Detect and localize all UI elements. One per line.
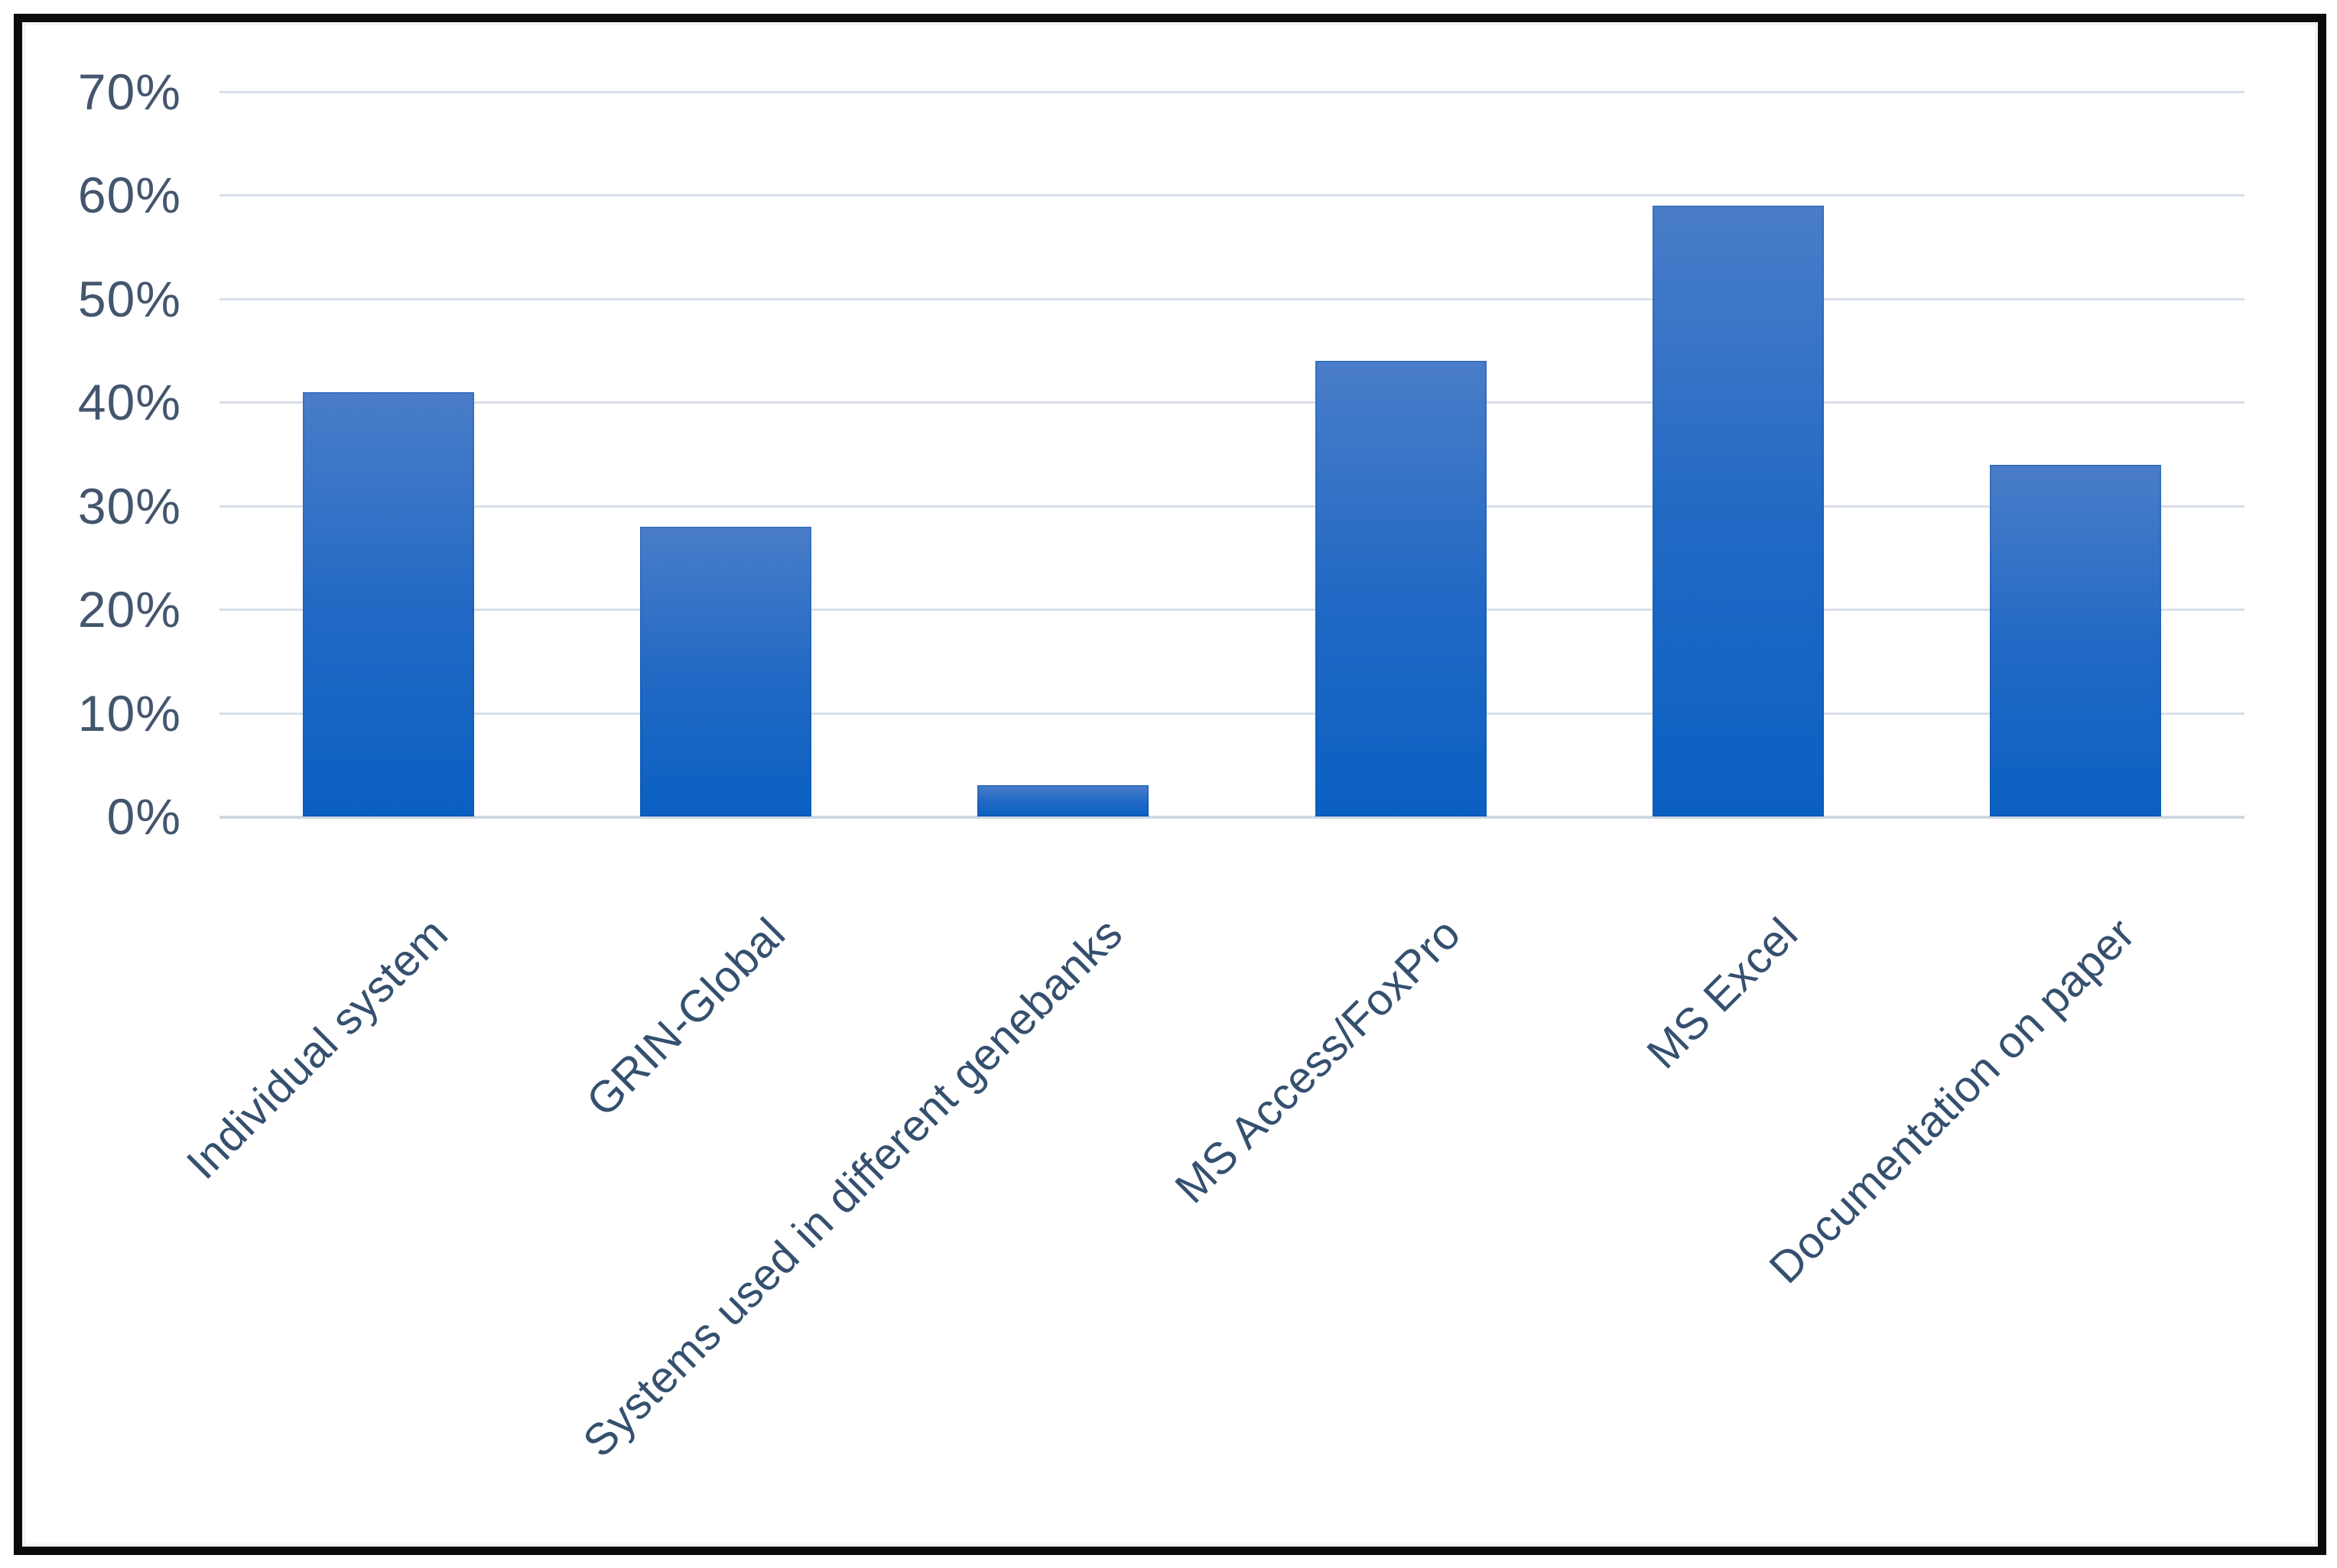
chart-content: 70% 60% 50% 40% 30% 20% 10% 0% Individual syste… — [22, 22, 2318, 1547]
y-tick-label-60%: 60% — [77, 167, 181, 224]
gridline-40% — [219, 401, 2244, 404]
y-tick-label-50%: 50% — [77, 270, 181, 327]
x-category-label-systems-used-in-different-genebanks: Systems used in different genebanks — [574, 908, 1133, 1467]
bar-documentation-on-paper — [1990, 464, 2162, 816]
y-tick-label-40%: 40% — [77, 374, 181, 431]
x-category-label-ms-access-foxpro: MS Access/FoxPro — [1165, 908, 1470, 1213]
bar-individual-system — [302, 391, 474, 816]
plot-area — [219, 91, 2244, 819]
bar-grin-global — [640, 526, 811, 816]
y-tick-label-30%: 30% — [77, 477, 181, 534]
gridline-60% — [219, 194, 2244, 197]
y-tick-label-20%: 20% — [77, 581, 181, 638]
x-category-label-ms-excel: MS Excel — [1637, 908, 1808, 1079]
gridline-70% — [219, 91, 2244, 93]
y-tick-label-10%: 10% — [77, 684, 181, 742]
gridline-20% — [219, 609, 2244, 612]
gridline-30% — [219, 505, 2244, 508]
chart-frame: 70% 60% 50% 40% 30% 20% 10% 0% Individual syste… — [14, 14, 2326, 1555]
gridline-50% — [219, 297, 2244, 300]
bar-ms-access-foxpro — [1315, 361, 1487, 816]
x-category-label-grin-global: GRIN-Global — [577, 908, 795, 1126]
x-category-label-individual-system: Individual system — [177, 908, 457, 1189]
bar-ms-excel — [1653, 205, 1824, 816]
bar-systems-used-in-different-genebanks — [977, 785, 1149, 816]
x-category-label-documentation-on-paper: Documentation on paper — [1760, 908, 2145, 1294]
y-tick-label-0%: 0% — [106, 788, 181, 845]
gridline-10% — [219, 712, 2244, 715]
x-axis-baseline — [219, 816, 2244, 819]
y-tick-label-70%: 70% — [77, 63, 181, 120]
